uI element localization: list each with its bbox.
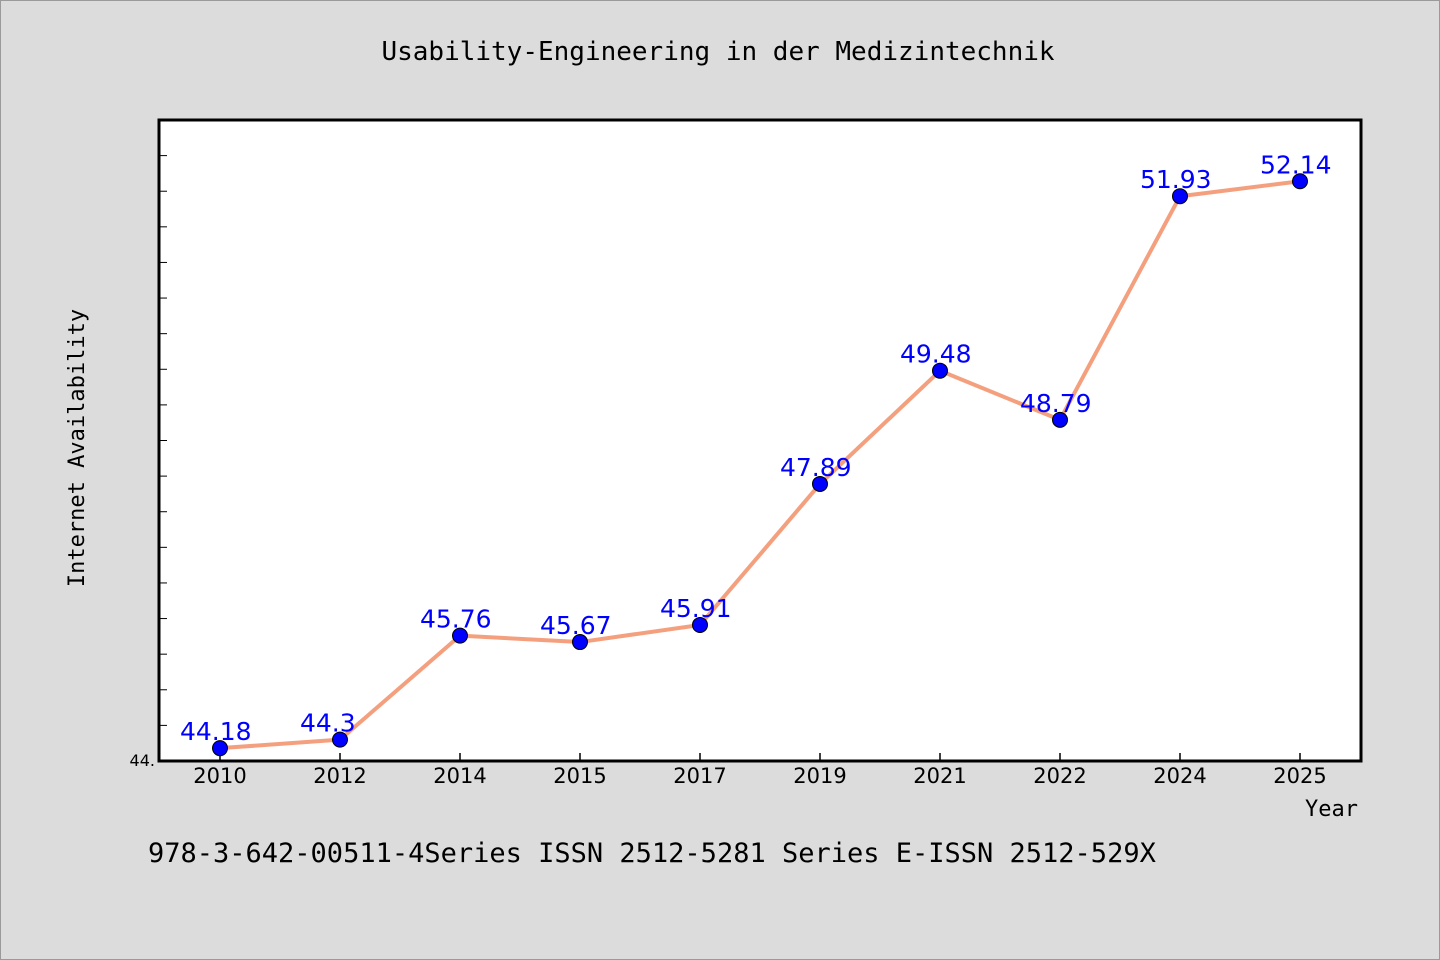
chart-title: Usability-Engineering in der Medizintech… [381, 37, 1054, 67]
series-line [218, 179, 1302, 751]
x-tick-label: 2017 [673, 764, 726, 788]
data-label: 47.89 [780, 453, 852, 482]
x-tick-label: 2010 [193, 764, 246, 788]
data-point-marker [212, 740, 228, 757]
data-point-marker [1292, 173, 1308, 190]
x-axis-ticks: 2010 2012 2014 2015 2017 2019 2021 2022 2024 2025 [193, 753, 1327, 788]
data-label: 52.14 [1260, 150, 1332, 179]
x-tick-label: 2015 [553, 764, 606, 788]
y-axis-ticks [159, 119, 167, 762]
x-tick-label: 2014 [433, 764, 486, 788]
x-tick-label: 2012 [313, 764, 366, 788]
series-layer: 44.18 44.3 45.76 45.67 45.91 47.89 49.48 48.79 5… [180, 150, 1332, 757]
plot-area [157, 118, 1363, 763]
x-tick-label: 2019 [793, 764, 846, 788]
data-label: 44.18 [180, 717, 252, 746]
y-axis-label: Internet Availability [65, 309, 90, 587]
data-point-marker [932, 362, 948, 379]
data-label: 48.79 [1020, 389, 1092, 418]
data-point-marker [452, 627, 468, 644]
data-point-marker [812, 475, 828, 492]
data-point-marker [1172, 188, 1188, 205]
data-point-marker [692, 616, 708, 633]
x-tick-label: 2025 [1273, 764, 1326, 788]
x-tick-label: 2022 [1033, 764, 1086, 788]
x-tick-label: 2024 [1153, 764, 1206, 788]
data-point-marker [1052, 411, 1068, 428]
data-label: 51.93 [1140, 165, 1212, 194]
data-label: 44.3 [300, 709, 356, 738]
data-label: 45.91 [660, 594, 732, 623]
data-label: 49.48 [900, 340, 972, 369]
x-axis-label: Year [1305, 797, 1358, 822]
data-label: 45.76 [420, 605, 492, 634]
y-tick-label: 44. [130, 751, 155, 770]
data-label: 45.67 [540, 611, 612, 640]
data-point-marker [572, 634, 588, 651]
x-tick-label: 2021 [913, 764, 966, 788]
footer-text: 978-3-642-00511-4Series ISSN 2512-5281 S… [148, 838, 1156, 869]
data-point-marker [332, 731, 348, 748]
